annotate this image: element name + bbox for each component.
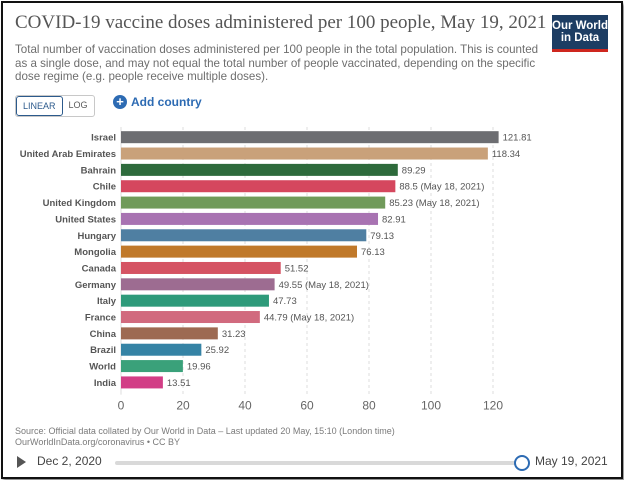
linear-scale-button[interactable]: LINEAR: [16, 96, 63, 116]
chart-subtitle: Total number of vaccination doses admini…: [15, 43, 539, 84]
category-label: Mongolia: [74, 247, 116, 258]
value-label: 44.79 (May 18, 2021): [264, 313, 354, 324]
bar: [121, 327, 218, 340]
bar: [121, 278, 275, 291]
value-label: 76.13: [361, 247, 385, 258]
bar-chart: 0 20 40 60 80 100 120 Israel 121.81 United Arab E…: [20, 127, 532, 413]
x-tick-label: 100: [421, 399, 441, 413]
category-label: Hungary: [77, 231, 116, 242]
value-label: 19.96: [187, 362, 211, 373]
value-label: 89.29: [402, 165, 426, 176]
value-label: 51.52: [285, 263, 309, 274]
x-tick-label: 120: [483, 399, 503, 413]
timeline: Dec 2, 2020 May 19, 2021: [17, 452, 617, 472]
x-tick-label: 60: [300, 399, 314, 413]
owid-logo[interactable]: Our World in Data: [552, 15, 608, 52]
category-label: Chile: [93, 182, 116, 193]
bar: [121, 229, 367, 242]
bar: [121, 212, 379, 225]
value-label: 13.51: [167, 378, 191, 389]
value-label: 31.23: [222, 329, 246, 340]
value-label: 49.55 (May 18, 2021): [279, 280, 369, 291]
chart-title: COVID-19 vaccine doses administered per …: [15, 12, 547, 33]
category-label: United Arab Emirates: [20, 149, 116, 160]
source-line-2[interactable]: OurWorldInData.org/coronavirus • CC BY: [15, 437, 181, 447]
timeline-start-date: Dec 2, 2020: [37, 454, 102, 468]
source-line-1: Source: Official data collated by Our Wo…: [15, 426, 395, 436]
x-tick-label: 80: [362, 399, 376, 413]
add-country-label: Add country: [131, 95, 202, 109]
bar: [121, 376, 163, 389]
value-label: 85.23 (May 18, 2021): [389, 198, 479, 209]
category-label: Israel: [91, 133, 116, 144]
category-label: United Kingdom: [43, 198, 116, 209]
timeline-end-date: May 19, 2021: [535, 454, 608, 468]
bar: [121, 311, 260, 324]
bar: [121, 180, 396, 193]
logo-line-2: in Data: [560, 32, 600, 44]
category-label: Brazil: [90, 345, 116, 356]
timeline-handle[interactable]: [514, 455, 530, 471]
value-label: 82.91: [382, 214, 406, 225]
log-scale-button[interactable]: LOG: [68, 100, 88, 110]
category-label: India: [94, 378, 117, 389]
category-label: China: [90, 329, 117, 340]
category-label: Italy: [97, 296, 117, 307]
x-tick-label: 0: [118, 399, 125, 413]
value-label: 47.73: [273, 296, 297, 307]
bar: [121, 131, 499, 144]
scale-toggle: LINEAR LOG: [15, 95, 95, 117]
bar: [121, 294, 269, 307]
bar: [121, 163, 398, 176]
category-label: France: [85, 313, 116, 324]
plus-icon: +: [113, 95, 127, 109]
category-label: United States: [55, 214, 116, 225]
bar: [121, 261, 281, 274]
value-label: 88.5 (May 18, 2021): [399, 182, 484, 193]
bar: [121, 343, 202, 356]
value-label: 118.34: [492, 149, 520, 160]
source-note: Source: Official data collated by Our Wo…: [15, 426, 395, 448]
bar: [121, 245, 358, 258]
value-label: 79.13: [370, 231, 394, 242]
x-tick-label: 40: [238, 399, 252, 413]
bar: [121, 196, 386, 209]
category-label: Canada: [82, 263, 117, 274]
timeline-track[interactable]: [115, 461, 523, 465]
bar: [121, 147, 488, 160]
category-label: Bahrain: [81, 165, 117, 176]
value-label: 121.81: [503, 133, 532, 144]
play-icon[interactable]: [17, 456, 26, 468]
logo-line-1: Our World: [552, 20, 609, 32]
x-tick-label: 20: [176, 399, 190, 413]
bar: [121, 360, 183, 373]
value-label: 25.92: [205, 345, 229, 356]
category-label: World: [89, 362, 116, 373]
add-country-button[interactable]: + Add country: [113, 95, 202, 109]
category-label: Germany: [75, 280, 117, 291]
